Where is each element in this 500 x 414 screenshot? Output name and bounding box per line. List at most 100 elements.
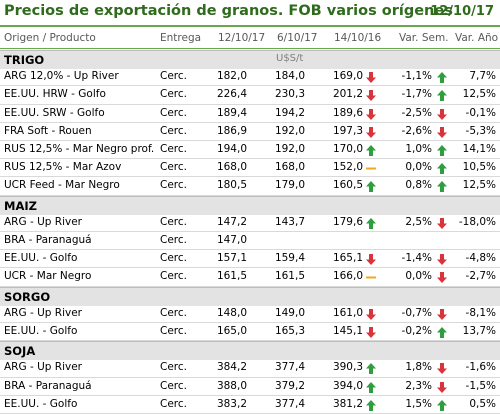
price-date-1: 186,9	[216, 124, 247, 137]
arrow-down-icon	[437, 363, 447, 375]
price-date-2: 379,2	[274, 379, 305, 392]
price-date-2: 143,7	[274, 215, 305, 228]
section-header: SOJA	[0, 341, 500, 361]
var-week: -2,5%	[401, 106, 432, 119]
arrow-up-icon	[437, 181, 447, 193]
price-date-2: 230,3	[274, 88, 305, 101]
price-date-3: 201,2	[332, 88, 363, 101]
arrow-down-icon	[437, 308, 447, 320]
var-week: -0,2%	[401, 325, 432, 337]
table-row: FRA Soft - Rouen Cerc. 186,9 192,0 197,3 -2,6…	[0, 123, 500, 141]
var-year: 7,7%	[469, 70, 496, 83]
delivery: Cerc.	[160, 124, 187, 137]
var-year: -2,7%	[465, 270, 496, 283]
price-date-1: 168,0	[216, 161, 247, 174]
arrow-up-icon	[437, 399, 447, 411]
delivery: Cerc.	[160, 397, 187, 410]
var-week: 0,0%	[405, 161, 432, 174]
price-date-3: 165,1	[332, 252, 363, 265]
price-date-2: 165,3	[274, 325, 305, 337]
delivery: Cerc.	[160, 88, 187, 101]
price-date-3: 197,3	[332, 124, 363, 137]
price-date-2: 192,0	[274, 143, 305, 155]
table-row: ARG - Up River Cerc. 384,2 377,4 390,3 1,8% -1…	[0, 359, 500, 378]
table-row: EE.UU. - Golfo Cerc. 157,1 159,4 165,1 -1,4% -…	[0, 250, 500, 269]
price-date-3: 160,5	[332, 179, 363, 192]
product-name: UCR - Mar Negro	[4, 270, 92, 283]
var-week: -1,1%	[401, 70, 432, 83]
arrow-up-icon	[366, 145, 376, 156]
product-name: EE.UU. SRW - Golfo	[4, 106, 105, 119]
product-name: RUS 12,5% - Mar Negro prof.	[4, 143, 155, 155]
price-date-2: 159,4	[274, 252, 305, 265]
section-header: TRIGO U$S/t	[0, 50, 500, 70]
section-name: TRIGO	[4, 53, 45, 67]
arrow-down-icon	[437, 126, 447, 138]
product-name: BRA - Paranaguá	[4, 234, 92, 246]
var-week: 1,0%	[405, 143, 432, 155]
table-row: EE.UU. - Golfo Cerc. 165,0 165,3 145,1 -0,2% 1…	[0, 323, 500, 342]
var-week: 2,3%	[405, 379, 432, 392]
arrow-up-icon	[437, 327, 447, 338]
price-date-1: 194,0	[216, 143, 247, 155]
arrow-down-icon	[366, 72, 376, 84]
arrow-up-icon	[437, 163, 447, 175]
price-date-2: 179,0	[274, 179, 305, 192]
delivery: Cerc.	[160, 270, 187, 283]
arrow-up-icon	[437, 72, 447, 84]
price-date-1: 148,0	[216, 306, 247, 319]
arrow-down-icon	[437, 381, 447, 393]
var-week: 1,8%	[405, 361, 432, 374]
table-row: ARG - Up River Cerc. 147,2 143,7 179,6 2,5% -1…	[0, 214, 500, 232]
price-date-1: 383,2	[216, 397, 247, 410]
price-date-2: 192,0	[274, 124, 305, 137]
delivery: Cerc.	[160, 379, 187, 392]
price-date-1: 157,1	[216, 252, 247, 265]
arrow-down-icon	[366, 308, 376, 320]
var-week: 1,5%	[405, 397, 432, 410]
delivery: Cerc.	[160, 361, 187, 374]
table-row: BRA - Paranaguá Cerc. 147,0	[0, 232, 500, 251]
price-date-2: 194,2	[274, 106, 305, 119]
col-product: Origen / Producto	[4, 32, 96, 44]
price-date-3: 152,0	[332, 161, 363, 174]
price-date-3: 390,3	[332, 361, 363, 374]
price-date-3: 381,2	[332, 397, 363, 410]
flat-dash-icon	[366, 276, 376, 279]
product-name: ARG - Up River	[4, 306, 82, 319]
title-rule	[0, 25, 500, 27]
product-name: ARG - Up River	[4, 361, 82, 374]
arrow-down-icon	[437, 254, 447, 266]
table-row: RUS 12,5% - Mar Negro prof. Cerc. 194,0 192…	[0, 141, 500, 160]
product-name: FRA Soft - Rouen	[4, 124, 92, 137]
price-date-2: 149,0	[274, 306, 305, 319]
price-date-1: 147,2	[216, 215, 247, 228]
var-year: -18,0%	[458, 215, 496, 228]
flat-dash-icon	[366, 167, 376, 170]
arrow-down-icon	[437, 217, 447, 229]
var-year: -1,5%	[465, 379, 496, 392]
delivery: Cerc.	[160, 252, 187, 265]
price-date-1: 226,4	[216, 88, 247, 101]
delivery: Cerc.	[160, 179, 187, 192]
arrow-up-icon	[366, 217, 376, 229]
price-date-1: 161,5	[216, 270, 247, 283]
var-week: -1,7%	[401, 88, 432, 101]
product-name: ARG - Up River	[4, 215, 82, 228]
section-name: SORGO	[4, 289, 51, 304]
delivery: Cerc.	[160, 70, 187, 83]
var-year: -5,3%	[465, 124, 496, 137]
arrow-down-icon	[366, 126, 376, 138]
arrow-down-icon	[366, 327, 376, 338]
price-date-1: 147,0	[216, 234, 247, 246]
table-row: EE.UU. - Golfo Cerc. 383,2 377,4 381,2 1,5% 0,…	[0, 396, 500, 414]
table-row: UCR - Mar Negro Cerc. 161,5 161,5 166,0 0,0% -…	[0, 268, 500, 287]
price-date-3: 166,0	[332, 270, 363, 283]
var-year: 0,5%	[469, 397, 496, 410]
delivery: Cerc.	[160, 325, 187, 337]
delivery: Cerc.	[160, 143, 187, 155]
table-row: BRA - Paranaguá Cerc. 388,0 379,2 394,0 2,3% -…	[0, 378, 500, 396]
delivery: Cerc.	[160, 161, 187, 174]
var-year: 10,5%	[462, 161, 496, 174]
arrow-up-icon	[366, 363, 376, 375]
